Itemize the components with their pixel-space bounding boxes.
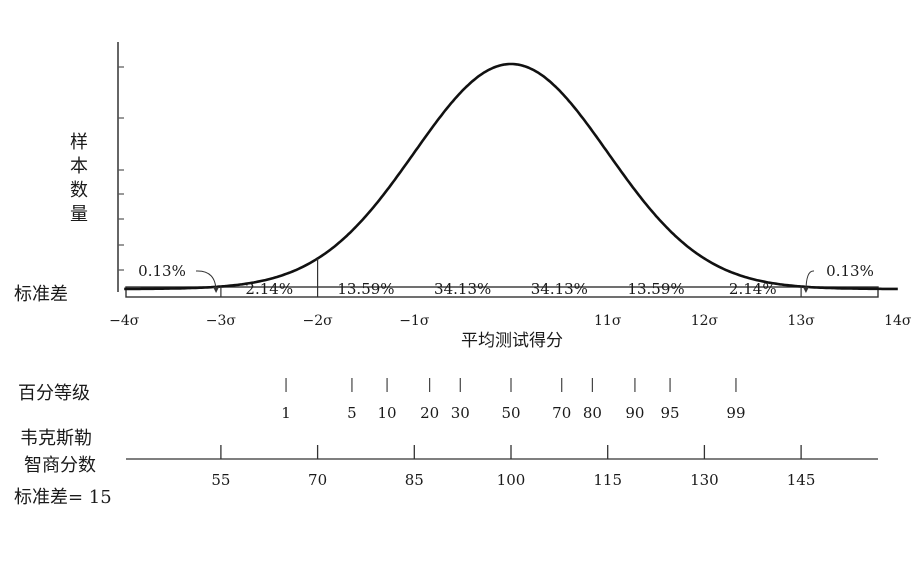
tail-arrowhead [213, 287, 220, 293]
sd-row-label: 标准差 [14, 284, 68, 305]
iq-score-marks: 55 70 85 100 115 130 145 [211, 445, 815, 489]
y-axis-label-char-1: 样 [70, 132, 88, 153]
normal-curve [124, 62, 898, 291]
y-axis-ticks [118, 66, 124, 271]
sigma-tick-label: −3σ [206, 313, 237, 329]
iq-score-label: 85 [405, 471, 424, 489]
sigma-tick-label: −4σ [109, 313, 140, 329]
iq-score-label: 100 [497, 471, 526, 489]
sigma-dividers [220, 258, 802, 297]
tail-percentage: 0.13% [826, 262, 874, 280]
region-percentage: 13.59% [627, 280, 684, 298]
sigma-tick-label: −2σ [302, 313, 333, 329]
region-percentage: 34.13% [434, 280, 491, 298]
percentile-label: 99 [726, 404, 745, 422]
percentile-label: 50 [501, 404, 520, 422]
percentile-label: 80 [583, 404, 602, 422]
percentile-label: 20 [420, 404, 439, 422]
sigma-tick-label: 12σ [691, 313, 719, 329]
y-axis-label-char-2: 本 [70, 156, 88, 177]
sigma-tick-label: 14σ [884, 313, 912, 329]
percentile-label: 5 [347, 404, 357, 422]
sigma-tick-labels: −4σ −3σ −2σ −1σ 11σ 12σ 13σ 14σ [109, 313, 912, 329]
region-percentage: 2.14% [729, 280, 777, 298]
region-percentage: 13.59% [337, 280, 394, 298]
iq-score-label: 115 [593, 471, 622, 489]
x-axis-title: 平均测试得分 [461, 331, 563, 351]
iq-score-label: 70 [308, 471, 327, 489]
iq-score-label: 55 [211, 471, 230, 489]
y-axis-label-char-3: 数 [70, 180, 88, 201]
sigma-tick-label: 13σ [787, 313, 815, 329]
region-percentage: 34.13% [531, 280, 588, 298]
iq-label-line-3: 标准差= 15 [14, 487, 112, 508]
percentile-label: 95 [661, 404, 680, 422]
iq-score-label: 145 [787, 471, 816, 489]
iq-score-label: 130 [690, 471, 719, 489]
tail-arrowhead [802, 287, 809, 293]
percentile-label: 30 [451, 404, 470, 422]
percentile-row-label: 百分等级 [18, 383, 90, 404]
sigma-tick-label: 11σ [594, 313, 622, 329]
tail-percentage: 0.13% [138, 262, 186, 280]
iq-label-line-2: 智商分数 [24, 455, 96, 476]
region-percentage: 2.14% [245, 280, 293, 298]
sd-baseline-bar [125, 286, 879, 298]
y-axis-label-char-4: 量 [70, 204, 88, 225]
percentile-label: 10 [378, 404, 397, 422]
region-percentages: 2.14% 13.59% 34.13% 34.13% 13.59% 2.14% [245, 280, 776, 298]
percentile-label: 90 [625, 404, 644, 422]
percentile-label: 1 [281, 404, 291, 422]
percentile-label: 70 [552, 404, 571, 422]
sigma-tick-label: −1σ [399, 313, 430, 329]
percentile-marks: 1 5 10 20 30 50 70 80 90 95 99 [281, 378, 746, 422]
tail-percentages: 0.13% 0.13% [138, 262, 874, 293]
iq-label-line-1: 韦克斯勒 [20, 428, 92, 449]
